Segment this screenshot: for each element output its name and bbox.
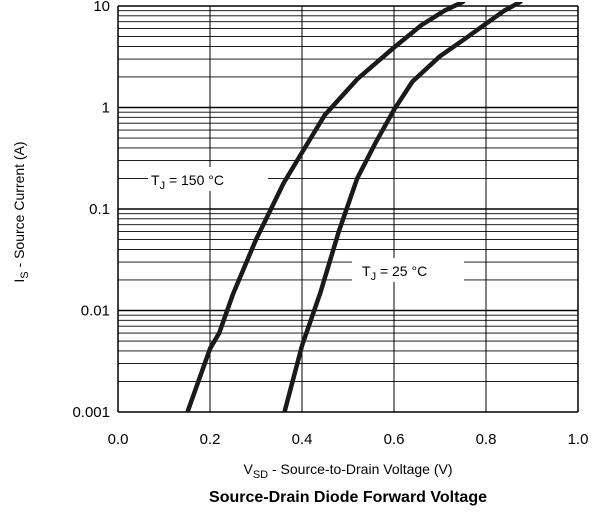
x-tick-label: 0.8 <box>476 431 497 448</box>
y-tick-label: 10 <box>93 0 110 15</box>
label-bg-25 <box>352 258 464 282</box>
y-tick-label: 1 <box>102 100 110 117</box>
series-label-25c: TJ = 25 °C <box>362 263 427 283</box>
x-tick-label: 0.2 <box>200 431 221 448</box>
x-tick-label: 0.4 <box>292 431 313 448</box>
y-tick-label: 0.01 <box>81 303 110 320</box>
y-tick-label: 0.001 <box>72 404 110 421</box>
series-line-0 <box>185 2 466 412</box>
y-tick-labels: 0.001 0.01 0.1 1 10 <box>72 0 110 421</box>
label-bg-150 <box>148 167 268 191</box>
x-tick-label: 1.0 <box>568 431 589 448</box>
series-line-1 <box>282 2 523 412</box>
x-axis-label: VSD - Source-to-Drain Voltage (V) <box>243 461 452 481</box>
x-tick-labels: 0.0 0.2 0.4 0.6 0.8 1.0 <box>108 431 589 448</box>
y-tick-label: 0.1 <box>89 201 110 218</box>
curves <box>185 2 523 412</box>
series-label-150c: TJ = 150 °C <box>151 172 224 192</box>
x-tick-label: 0.0 <box>108 431 129 448</box>
y-axis-label: IS - Source Current (A) <box>11 141 31 282</box>
chart-title: Source-Drain Diode Forward Voltage <box>209 489 487 506</box>
x-tick-label: 0.6 <box>384 431 405 448</box>
